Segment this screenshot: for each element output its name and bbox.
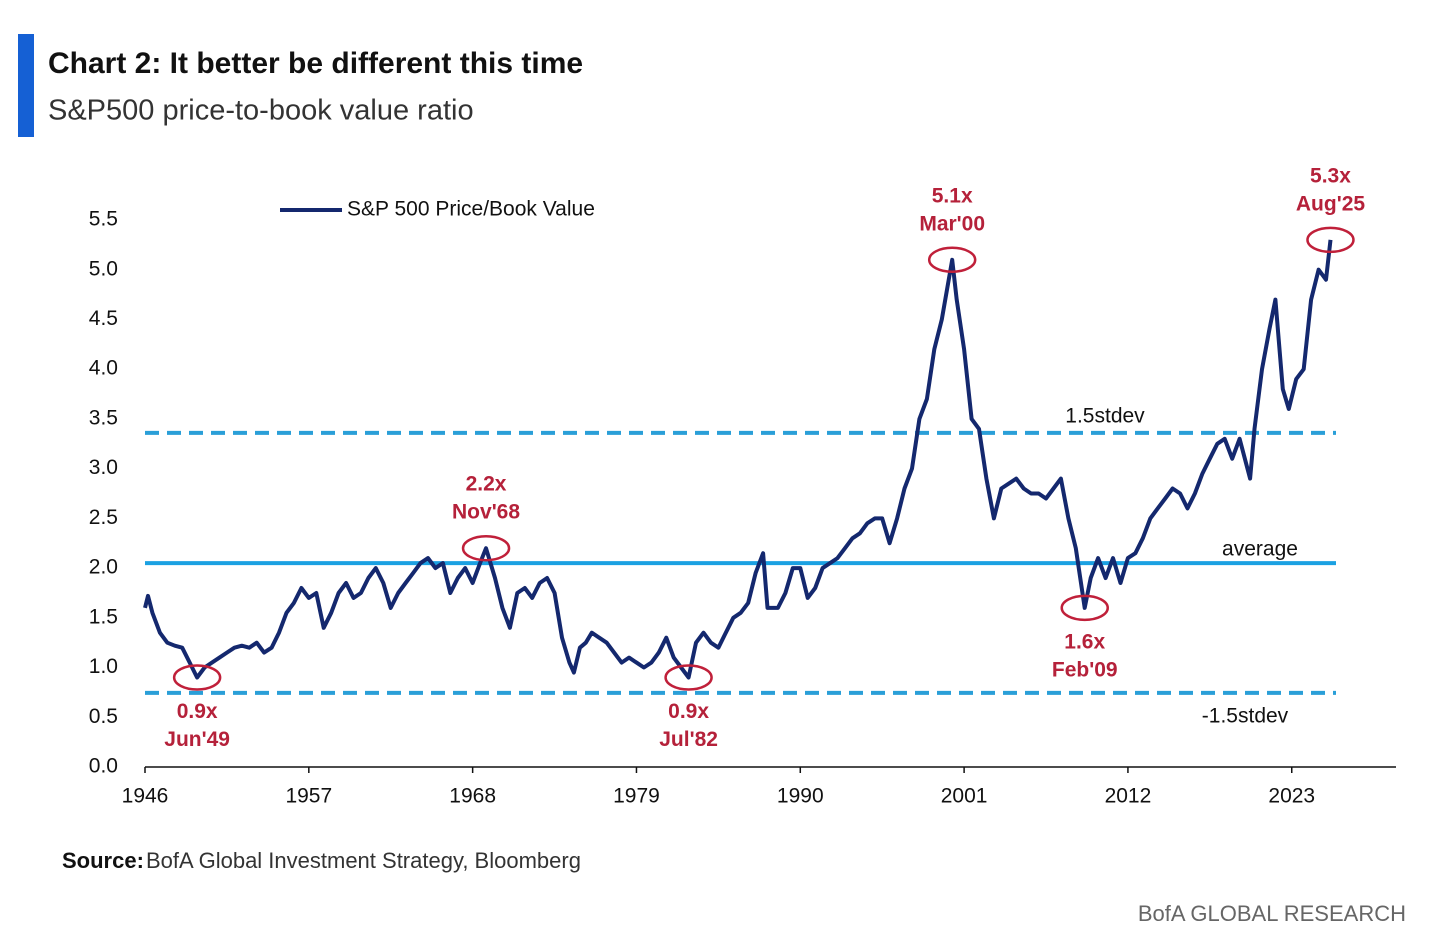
annotation-date: Feb'09 — [1052, 658, 1118, 681]
annotation-date: Jul'82 — [659, 728, 718, 751]
y-tick-label: 5.5 — [89, 208, 118, 231]
y-tick-label: 0.5 — [89, 705, 118, 728]
annotation-circle — [461, 534, 511, 562]
x-tick-label: 1979 — [613, 785, 660, 808]
annotation-date: Jun'49 — [164, 728, 230, 751]
annotation-circle — [172, 664, 222, 691]
annotation-value: 1.6x — [1064, 630, 1105, 653]
y-tick-label: 2.0 — [89, 556, 118, 579]
legend-label: S&P 500 Price/Book Value — [347, 198, 595, 221]
annotation-value: 0.9x — [668, 700, 709, 723]
x-tick-label: 2012 — [1105, 785, 1152, 808]
y-tick-label: 4.0 — [89, 357, 118, 380]
x-tick-label: 2023 — [1268, 785, 1315, 808]
y-tick-label: 4.5 — [89, 307, 118, 330]
source: BofA Global Investment Strategy, Bloombe… — [146, 848, 581, 873]
annotation-circle — [1060, 594, 1109, 622]
y-tick-label: 2.5 — [89, 506, 118, 529]
accent-bar — [18, 34, 34, 137]
annotation-circle — [927, 246, 977, 274]
source-label: Source: — [62, 848, 144, 873]
annotation-date: Aug'25 — [1296, 192, 1365, 215]
y-tick-label: 1.0 — [89, 655, 118, 678]
brand: BofA GLOBAL RESEARCH — [1138, 901, 1406, 926]
y-tick-label: 1.5 — [89, 605, 118, 628]
annotation-date: Nov'68 — [452, 501, 520, 524]
annotation-date: Mar'00 — [919, 212, 985, 235]
y-tick-label: 3.5 — [89, 406, 118, 429]
annotation-value: 5.1x — [932, 184, 973, 207]
x-tick-label: 1957 — [285, 785, 332, 808]
annotation-value: 0.9x — [177, 700, 218, 723]
y-tick-label: 5.0 — [89, 257, 118, 280]
x-tick-label: 2001 — [941, 785, 988, 808]
data-line — [143, 239, 1333, 680]
annotation-circle — [1306, 226, 1355, 254]
reference-label: 1.5stdev — [1065, 404, 1145, 427]
annotation-value: 5.3x — [1310, 164, 1351, 187]
annotation-circle — [664, 664, 713, 691]
annotation-value: 2.2x — [466, 473, 507, 496]
x-tick-label: 1946 — [122, 785, 169, 808]
y-tick-label: 3.0 — [89, 456, 118, 479]
y-tick-label: 0.0 — [89, 755, 118, 778]
x-tick-label: 1968 — [449, 785, 496, 808]
chart-title: Chart 2: It better be different this tim… — [48, 47, 583, 80]
chart-subtitle: S&P500 price-to-book value ratio — [48, 95, 474, 127]
reference-label: -1.5stdev — [1202, 704, 1289, 727]
reference-label: average — [1222, 538, 1298, 561]
x-tick-label: 1990 — [777, 785, 824, 808]
